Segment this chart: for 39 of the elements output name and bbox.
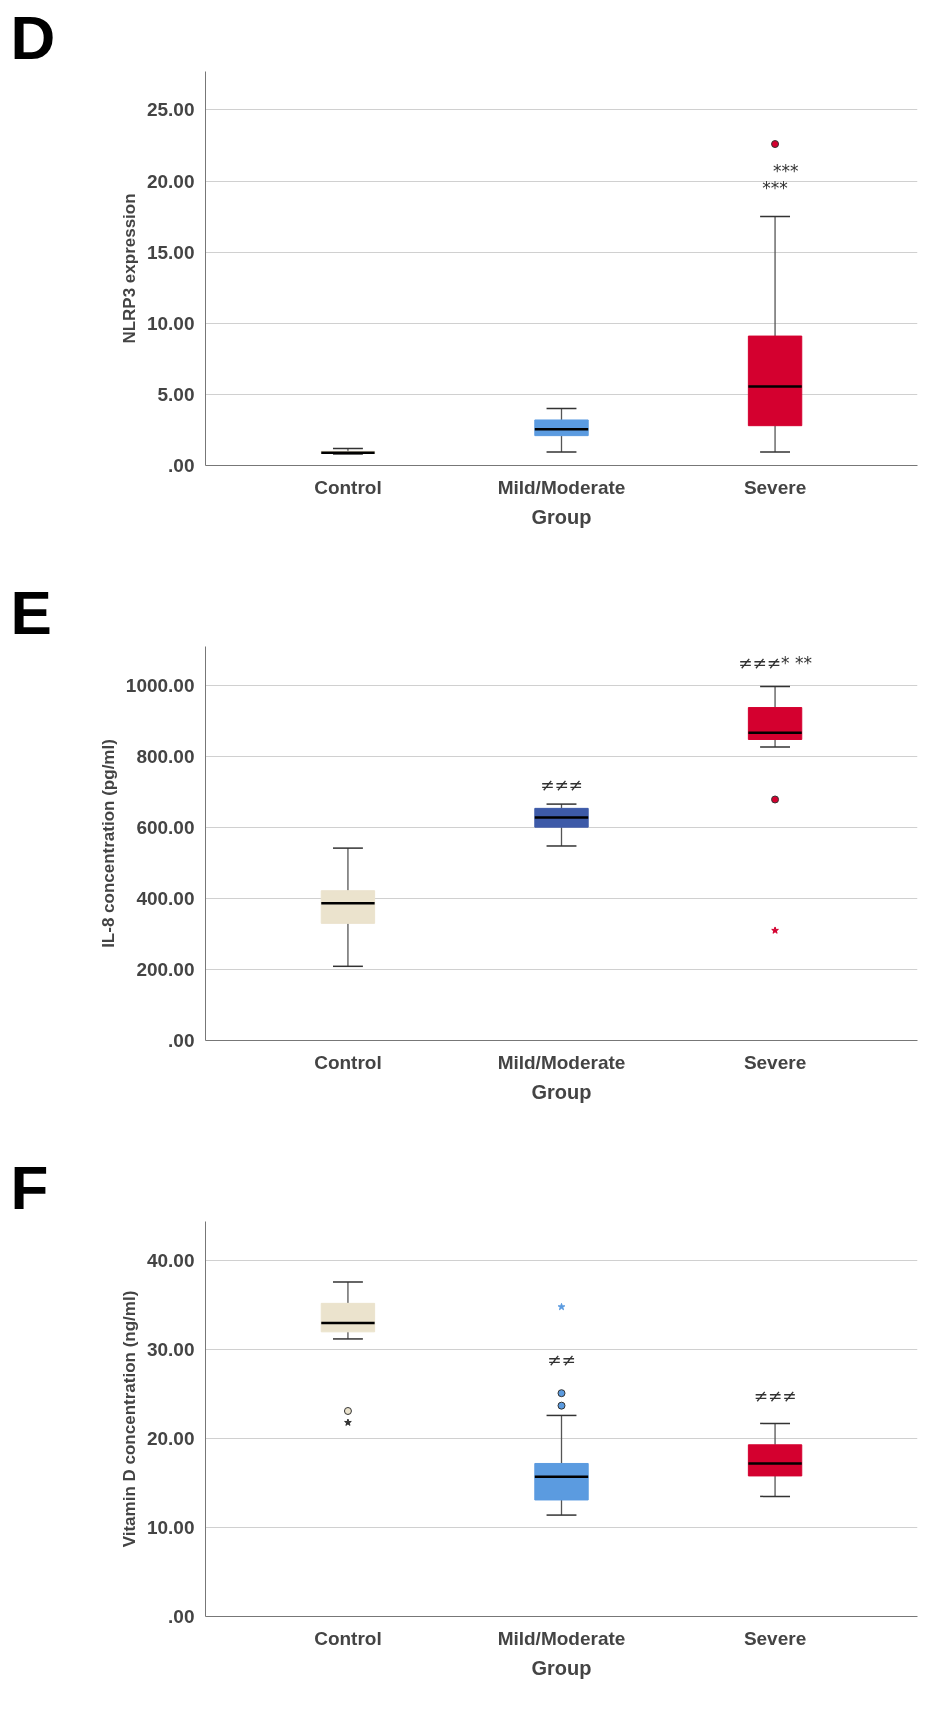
x-tick-label: Mild/Moderate	[497, 476, 626, 498]
y-tick-label: 25.00	[146, 99, 195, 121]
y-tick-label: .00	[168, 1606, 195, 1627]
y-tick-label: 1000.00	[125, 675, 195, 697]
x-axis-title: Group	[531, 505, 592, 528]
y-tick-label: 10.00	[146, 1517, 195, 1539]
y-tick-label: 20.00	[146, 1428, 195, 1450]
y-tick-label: 30.00	[146, 1339, 195, 1361]
text: F	[10, 1152, 49, 1222]
y-tick-label: .00	[168, 1030, 195, 1051]
y-tick-label: 10.00	[146, 312, 195, 334]
y-tick-label: 600.00	[136, 817, 195, 839]
x-tick-label: Mild/Moderate	[497, 1627, 626, 1649]
x-tick-label: Severe	[743, 476, 807, 498]
y-tick-label: 200.00	[136, 959, 195, 981]
x-tick-label: Control	[314, 1051, 382, 1073]
x-tick-label: Severe	[743, 1051, 807, 1073]
y-tick-label: 400.00	[136, 888, 195, 910]
x-axis-title: Group	[531, 1080, 592, 1103]
x-tick-label: Severe	[743, 1627, 807, 1649]
text: D	[10, 2, 56, 72]
x-tick-label: Control	[314, 476, 382, 498]
y-axis-title: Vitamin D concentration (ng/ml)	[119, 1290, 139, 1548]
annotation: ≠≠≠	[753, 1385, 797, 1406]
y-tick-label: .00	[168, 455, 195, 476]
y-axis-title: NLRP3 expression	[119, 193, 139, 344]
y-tick-label: 20.00	[146, 170, 195, 192]
y-tick-label: 800.00	[136, 746, 195, 768]
annotation: ≠≠	[547, 1350, 576, 1371]
annotation: ≠≠≠* **	[738, 653, 812, 674]
text: E	[10, 577, 52, 647]
y-tick-label: 15.00	[146, 241, 195, 263]
x-tick-label: Control	[314, 1627, 382, 1649]
y-tick-label: 40.00	[146, 1250, 195, 1272]
x-tick-label: Mild/Moderate	[497, 1051, 626, 1073]
annotation: ≠≠≠	[540, 774, 583, 795]
x-axis-title: Group	[531, 1656, 592, 1679]
y-axis-title: IL-8 concentration (pg/ml)	[98, 739, 118, 948]
y-tick-label: 5.00	[157, 383, 195, 405]
